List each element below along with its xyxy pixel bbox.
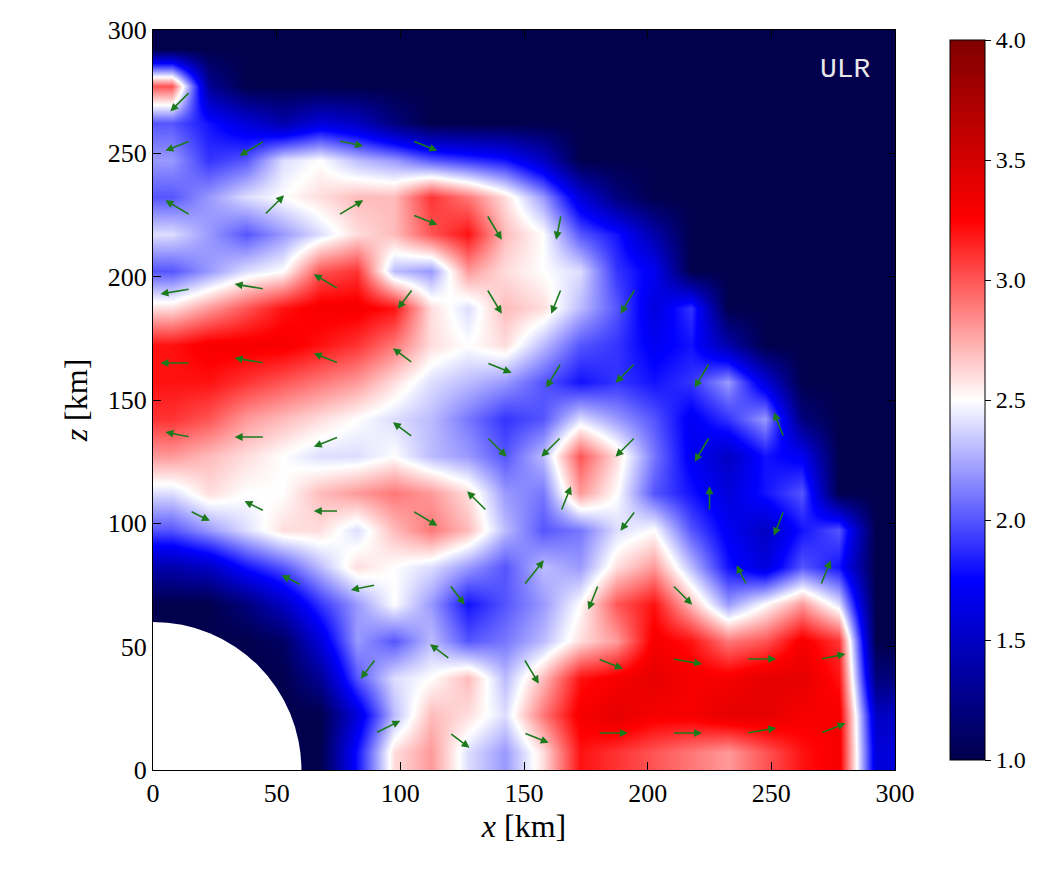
svg-text:100: 100 [108, 509, 147, 538]
svg-text:3.5: 3.5 [996, 147, 1026, 173]
svg-text:ULR: ULR [820, 54, 871, 85]
svg-text:x [km]: x [km] [481, 808, 566, 844]
svg-text:250: 250 [108, 139, 147, 168]
svg-text:4.0: 4.0 [996, 27, 1026, 53]
svg-text:150: 150 [108, 386, 147, 415]
svg-text:50: 50 [121, 633, 147, 662]
svg-text:100: 100 [381, 779, 420, 808]
svg-text:0: 0 [147, 779, 160, 808]
svg-text:2.5: 2.5 [996, 387, 1026, 413]
svg-text:3.0: 3.0 [996, 267, 1026, 293]
svg-text:300: 300 [108, 16, 147, 45]
svg-text:1.0: 1.0 [996, 747, 1026, 773]
svg-text:200: 200 [108, 263, 147, 292]
svg-text:0: 0 [134, 756, 147, 785]
svg-text:1.5: 1.5 [996, 627, 1026, 653]
svg-text:z [km]: z [km] [58, 359, 94, 443]
svg-text:200: 200 [628, 779, 667, 808]
svg-text:150: 150 [505, 779, 544, 808]
svg-text:300: 300 [876, 779, 915, 808]
svg-text:250: 250 [752, 779, 791, 808]
svg-text:2.0: 2.0 [996, 507, 1026, 533]
svg-text:50: 50 [264, 779, 290, 808]
